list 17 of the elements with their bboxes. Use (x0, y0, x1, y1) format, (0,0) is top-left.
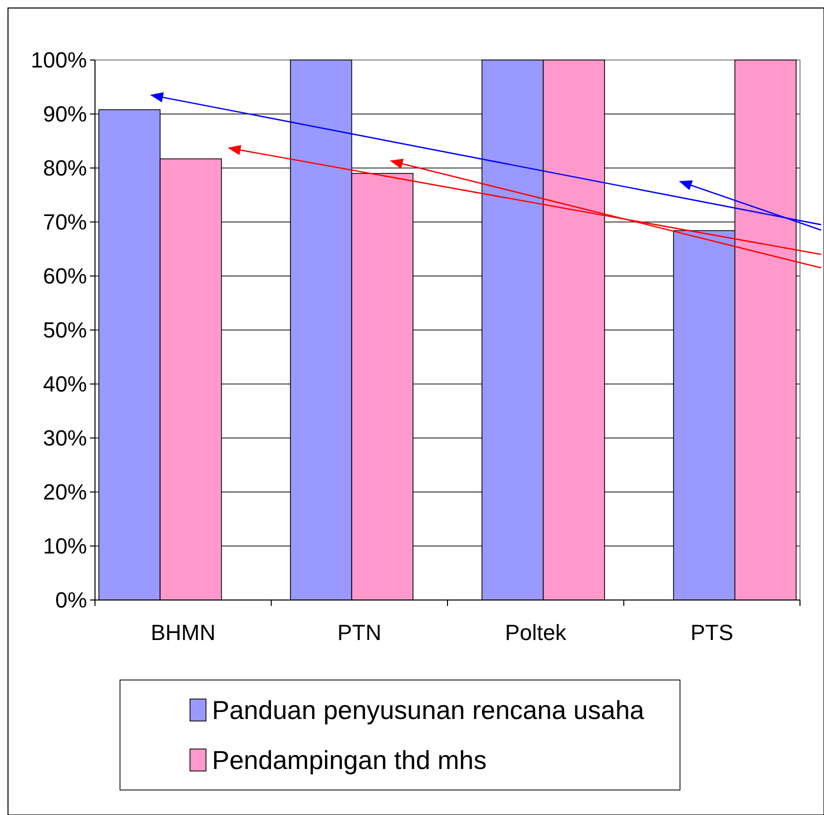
y-tick-label: 30% (42, 426, 87, 451)
x-tick-label: PTS (690, 620, 734, 645)
y-tick-label: 0% (55, 588, 87, 613)
y-tick-label: 60% (42, 264, 87, 289)
y-tick-label: 20% (42, 480, 87, 505)
y-tick-label: 80% (42, 156, 87, 181)
x-tick-label: Poltek (505, 620, 568, 645)
legend-label: Panduan penyusunan rencana usaha (212, 695, 645, 725)
y-tick-label: 70% (42, 210, 87, 235)
y-tick-label: 90% (42, 102, 87, 127)
y-tick-label: 50% (42, 318, 87, 343)
x-tick-label: BHMN (150, 620, 216, 645)
x-tick-label: PTN (337, 620, 382, 645)
y-tick-label: 10% (42, 534, 87, 559)
y-tick-label: 40% (42, 372, 87, 397)
y-tick-label: 100% (30, 48, 87, 73)
legend-label: Pendampingan thd mhs (212, 745, 487, 775)
